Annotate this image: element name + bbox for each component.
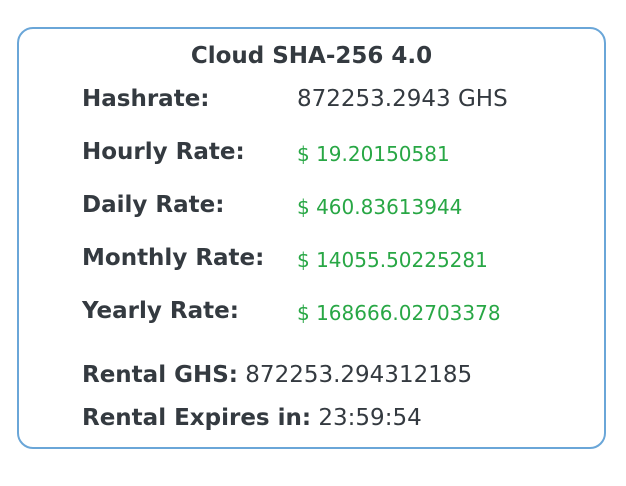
rental-expires-row: Rental Expires in: 23:59:54 xyxy=(82,405,422,431)
yearly-rate-label: Yearly Rate: xyxy=(82,298,239,324)
yearly-rate-row: Yearly Rate: $ 168666.02703378 xyxy=(82,298,501,325)
hourly-rate-value: $ 19.20150581 xyxy=(297,142,450,166)
hashrate-row: Hashrate: 872253.2943 GHS xyxy=(82,86,508,112)
daily-rate-label: Daily Rate: xyxy=(82,192,225,218)
hashrate-value: 872253.2943 GHS xyxy=(297,86,508,112)
mining-contract-card: Cloud SHA-256 4.0 Hashrate: 872253.2943 … xyxy=(17,27,606,449)
daily-rate-value: $ 460.83613944 xyxy=(297,195,463,219)
yearly-rate-value: $ 168666.02703378 xyxy=(297,301,501,325)
rental-ghs-label: Rental GHS: xyxy=(82,362,238,388)
rental-ghs-row: Rental GHS: 872253.294312185 xyxy=(82,362,472,388)
daily-rate-row: Daily Rate: $ 460.83613944 xyxy=(82,192,462,219)
rental-ghs-value: 872253.294312185 xyxy=(245,362,473,388)
hourly-rate-label: Hourly Rate: xyxy=(82,139,245,165)
rental-expires-label: Rental Expires in: xyxy=(82,405,312,431)
monthly-rate-value: $ 14055.50225281 xyxy=(297,248,488,272)
card-title: Cloud SHA-256 4.0 xyxy=(190,43,433,69)
hourly-rate-row: Hourly Rate: $ 19.20150581 xyxy=(82,139,450,166)
hashrate-label: Hashrate: xyxy=(82,86,210,112)
rental-expires-value: 23:59:54 xyxy=(318,405,422,431)
monthly-rate-row: Monthly Rate: $ 14055.50225281 xyxy=(82,245,488,272)
monthly-rate-label: Monthly Rate: xyxy=(82,245,265,271)
